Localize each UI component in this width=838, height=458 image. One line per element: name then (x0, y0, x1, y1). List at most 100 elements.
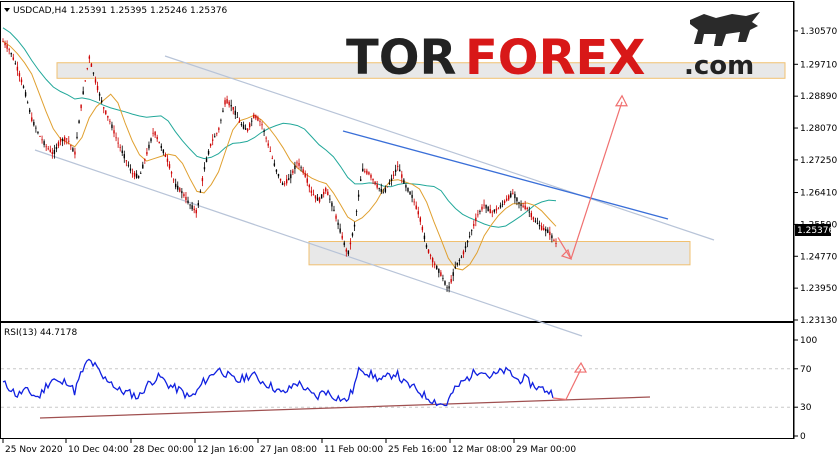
candle-body (460, 256, 463, 258)
candle-body (209, 143, 212, 146)
candle-body (551, 235, 553, 239)
candle-body (12, 57, 14, 60)
candle-body (473, 224, 475, 226)
candle-body (82, 91, 84, 95)
candle-body (298, 162, 300, 166)
candle-body (4, 43, 6, 46)
candle-body (253, 114, 255, 119)
rsi-levels (1, 368, 793, 408)
candle-body (347, 250, 350, 255)
candle-body (294, 165, 296, 170)
candle-body (205, 158, 208, 162)
candle-body (290, 174, 292, 179)
forecast-arrowhead-down (560, 248, 572, 260)
candle-body (8, 49, 10, 51)
candle-body (390, 178, 393, 181)
candle-body (220, 119, 222, 121)
candle-body (90, 63, 93, 67)
candle-body (144, 159, 146, 161)
candle-body (397, 165, 399, 167)
candle-body (166, 158, 169, 162)
candle-body (479, 210, 481, 212)
candle-body (88, 56, 91, 59)
candle-body (446, 287, 448, 289)
candle-body (386, 186, 389, 188)
candle-body (76, 136, 78, 139)
candle-body (376, 184, 378, 188)
candle-body (177, 185, 179, 190)
candle-body (355, 211, 358, 212)
candle-body (454, 266, 456, 269)
candle-body (26, 102, 29, 104)
candle-body (154, 131, 156, 136)
candle-body (216, 133, 218, 135)
candle-body (191, 205, 193, 210)
candle-body (536, 222, 539, 225)
channel-upper-line (164, 55, 715, 241)
candle-body (399, 169, 401, 172)
candle-body (172, 179, 175, 181)
candle-body (345, 249, 348, 252)
candle-body (440, 272, 442, 277)
candle-body (491, 211, 493, 213)
candle-body (275, 169, 278, 172)
candle-body (329, 198, 331, 200)
price-tick-label: 1.28070 (800, 124, 837, 134)
candle-body (107, 115, 109, 118)
rsi-axis: 100 70 30 0 (794, 336, 817, 442)
candle-body (419, 217, 422, 222)
candle-body (59, 139, 62, 142)
candle-body (160, 145, 162, 148)
candle-body (57, 142, 60, 147)
support-zone (308, 241, 691, 266)
candle-body (222, 110, 224, 112)
candle-body (341, 235, 343, 239)
forecast-arrowhead-up (614, 94, 628, 107)
candle-body (125, 160, 128, 162)
candle-body (45, 146, 47, 148)
candle-body (310, 190, 313, 193)
price-axis: 1.30570 1.29710 1.28890 1.28070 1.27250 1.264… (794, 27, 837, 326)
candle-body (429, 255, 432, 257)
candle-body (84, 80, 86, 82)
candle-body (22, 86, 25, 88)
candle-body (279, 178, 282, 181)
candle-body (510, 193, 512, 198)
time-tick-label: 10 Dec 04:00 (68, 445, 129, 455)
time-tick-label: 28 Dec 00:00 (133, 445, 194, 455)
candle-body (66, 138, 68, 140)
candle-body (183, 194, 185, 197)
candle-body (528, 211, 530, 213)
candle-body (320, 194, 323, 199)
candle-body (497, 208, 500, 210)
candle-body (255, 115, 257, 119)
price-tick-label: 1.23950 (800, 284, 837, 294)
candle-body (78, 120, 80, 124)
candle-body (378, 188, 380, 189)
rsi-tick-label: 0 (800, 432, 806, 442)
candle-body (322, 191, 325, 195)
candle-body (244, 128, 247, 130)
candle-body (351, 233, 354, 236)
candle-body (452, 272, 454, 276)
candle-body (409, 191, 411, 195)
time-tick-label: 25 Nov 2020 (5, 445, 63, 455)
price-tick-label: 1.29710 (800, 60, 837, 70)
candle-body (150, 138, 152, 142)
candle-body (335, 215, 337, 219)
candle-body (273, 163, 276, 166)
time-tick-label: 29 Mar 00:00 (516, 445, 576, 455)
candle-body (230, 104, 232, 107)
time-tick-label: 12 Mar 08:00 (452, 445, 512, 455)
candle-body (360, 179, 362, 181)
candle-body (203, 167, 206, 170)
candle-body (70, 145, 72, 147)
candle-body (339, 228, 341, 233)
candle-body (368, 172, 370, 175)
candle-body (246, 128, 249, 131)
candle-body (31, 117, 33, 122)
candle-body (35, 127, 37, 129)
candle-body (123, 154, 125, 159)
candle-body (405, 185, 407, 188)
collapse-triangle-icon (4, 8, 10, 12)
